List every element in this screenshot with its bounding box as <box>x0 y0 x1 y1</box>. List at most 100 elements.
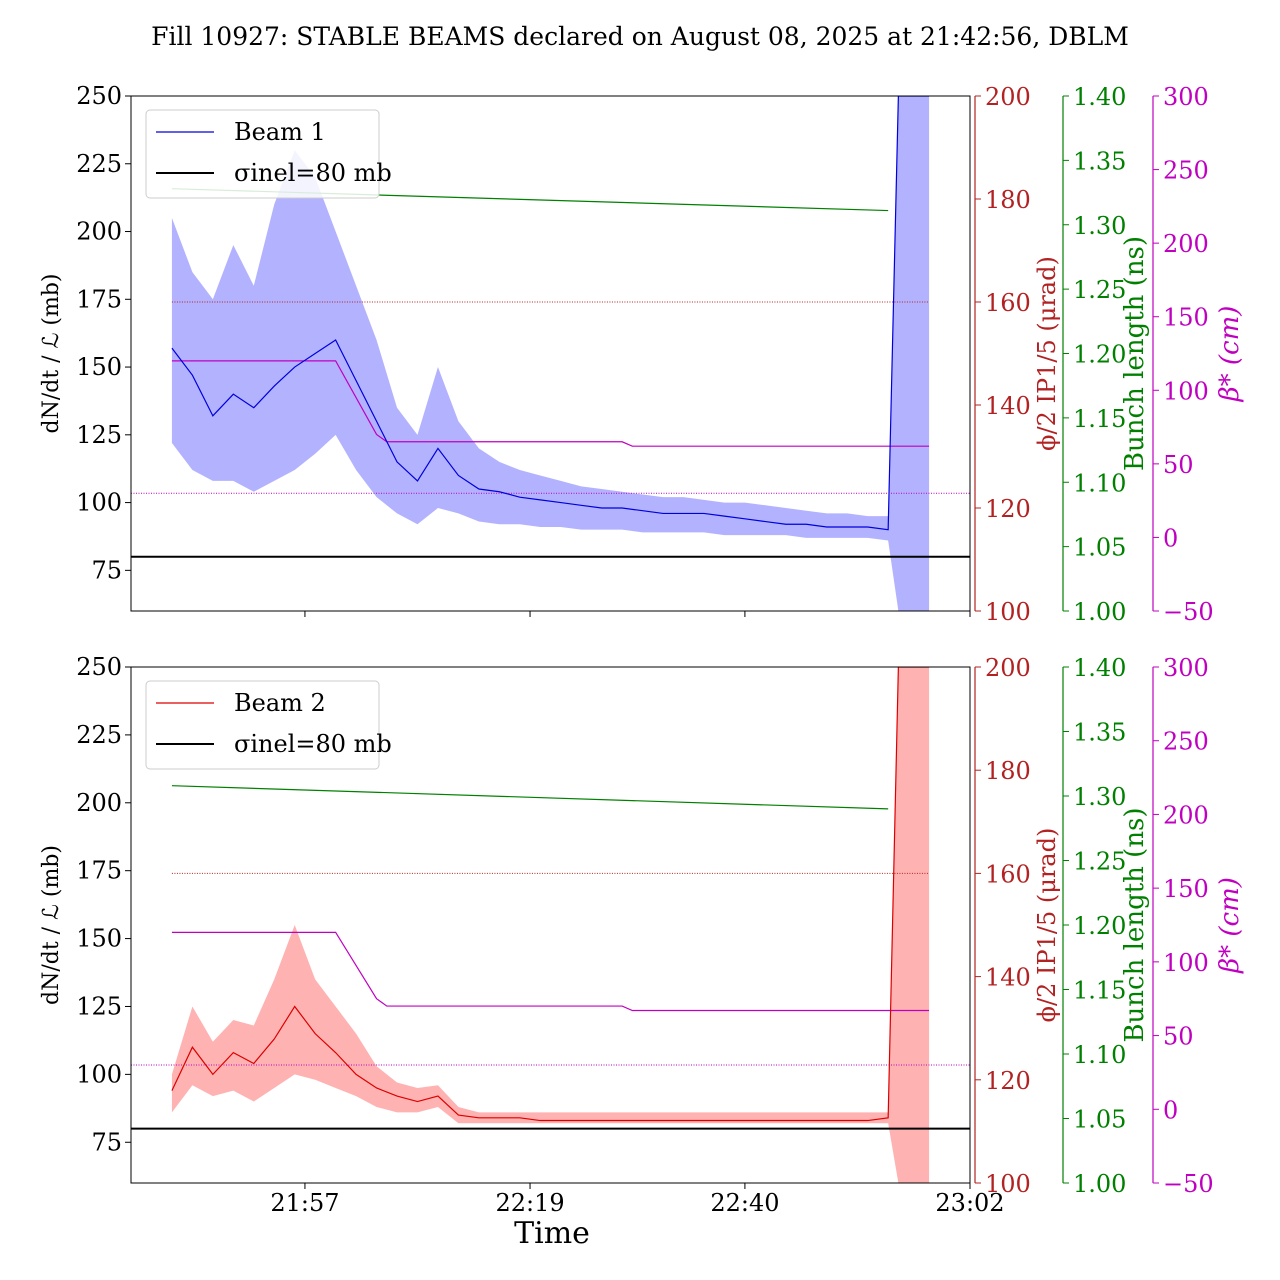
top-left-tick-label: 200 <box>76 218 122 246</box>
bottom-beta-axis-tick-label: 100 <box>1163 949 1209 977</box>
bottom-ylabel-angle: ϕ/2 IP1/5 (μrad) <box>1033 828 1061 1023</box>
top-legend-ref-label: σinel=80 mb <box>234 159 392 187</box>
top-ylabel-angle: ϕ/2 IP1/5 (μrad) <box>1033 256 1061 451</box>
bottom-ylabel-bunch: Bunch length (ns) <box>1120 807 1150 1042</box>
top-angle-axis-tick-label: 140 <box>985 392 1031 420</box>
bottom-clip-group <box>131 667 970 1183</box>
top-angle-axis-tick-label: 200 <box>985 83 1031 111</box>
top-beta-axis-tick-label: 50 <box>1163 451 1194 479</box>
x-tick-label: 23:02 <box>935 1189 1004 1217</box>
top-bunch-axis-tick-label: 1.40 <box>1073 83 1126 111</box>
top-beta-axis-tick-label: −50 <box>1163 598 1214 626</box>
top-bunch-axis-tick-label: 1.35 <box>1073 147 1126 175</box>
top-angle-axis: 100 120 140 160 180 200 <box>974 83 1031 626</box>
top-bunch-axis-tick-label: 1.00 <box>1073 598 1126 626</box>
top-beam-line <box>171 96 930 531</box>
bottom-left-tick-label: 250 <box>76 653 122 681</box>
bottom-bunch-axis-tick-label: 1.00 <box>1073 1170 1126 1198</box>
top-left-tick-label: 225 <box>76 150 122 178</box>
bottom-left-tick-label: 100 <box>76 1060 122 1088</box>
bottom-beam-line <box>171 667 930 1122</box>
bottom-beta-axis-tick-label: 300 <box>1163 654 1209 682</box>
top-beta-axis-tick-label: 200 <box>1163 230 1209 258</box>
top-plot-frame <box>130 95 971 612</box>
bottom-angle-axis-tick-label: 180 <box>985 757 1031 785</box>
bottom-bunch-axis-tick-label: 1.25 <box>1073 848 1126 876</box>
bottom-panel: 75 100 125 150 175 200 225 250 100 120 140 160 180 2… <box>39 653 1245 1217</box>
top-bunch-axis-tick-label: 1.15 <box>1073 405 1126 433</box>
bottom-legend: Beam 2 σinel=80 mb <box>145 680 392 770</box>
bottom-beta-axis-tick-label: 250 <box>1163 728 1209 756</box>
top-angle-axis-tick-label: 100 <box>985 598 1031 626</box>
top-x-ticks <box>304 611 971 617</box>
bottom-left-ticks: 75 100 125 150 175 200 225 250 <box>76 653 131 1156</box>
top-band <box>171 96 930 611</box>
top-angle-axis-tick-label: 160 <box>985 289 1031 317</box>
bottom-legend-beam-label: Beam 2 <box>234 689 326 717</box>
x-tick-label: 22:19 <box>495 1189 564 1217</box>
bottom-bunch-axis-tick-label: 1.05 <box>1073 1106 1126 1134</box>
top-ylabel-left: dN/dt / ℒ (mb) <box>39 273 64 433</box>
bottom-beta-axis-tick-label: 200 <box>1163 801 1209 829</box>
bottom-bunch-axis-tick-label: 1.35 <box>1073 719 1126 747</box>
top-ylabel-beta: β* (cm) <box>1215 306 1245 403</box>
x-tick-label: 22:40 <box>710 1189 779 1217</box>
bottom-angle-axis: 100 120 140 160 180 200 <box>974 654 1031 1198</box>
bottom-left-tick-label: 200 <box>76 789 122 817</box>
bottom-bunch-axis-tick-label: 1.10 <box>1073 1041 1126 1069</box>
bottom-beta-axis-tick-label: 0 <box>1163 1096 1178 1124</box>
top-beta-axis: −50 0 50 100 150 200 250 300 <box>1152 83 1214 626</box>
top-bunch-axis-tick-label: 1.20 <box>1073 341 1126 369</box>
top-left-tick-label: 150 <box>76 353 122 381</box>
bottom-angle-axis-tick-label: 160 <box>985 860 1031 888</box>
bottom-bunch-axis: 1.00 1.05 1.10 1.15 1.20 1.25 1.30 1.35 1.40 <box>1062 654 1126 1198</box>
x-axis-label: Time <box>514 1216 590 1251</box>
bottom-bunch-axis-tick-label: 1.30 <box>1073 783 1126 811</box>
figure-title: Fill 10927: STABLE BEAMS declared on Aug… <box>151 22 1129 51</box>
bottom-x-ticks: 21:57 22:19 22:40 23:02 <box>270 1183 1005 1217</box>
bottom-bunch-line <box>171 785 889 810</box>
top-beta-axis-tick-label: 100 <box>1163 377 1209 405</box>
bottom-beta-line <box>171 931 930 1012</box>
bottom-beta-axis: −50 0 50 100 150 200 250 300 <box>1152 654 1214 1198</box>
top-legend-beam-label: Beam 1 <box>234 118 326 146</box>
bottom-angle-axis-tick-label: 200 <box>985 654 1031 682</box>
top-angle-axis-tick-label: 120 <box>985 495 1031 523</box>
top-legend: Beam 1 σinel=80 mb <box>145 109 392 199</box>
top-angle-axis-tick-label: 180 <box>985 186 1031 214</box>
top-beta-axis-tick-label: 300 <box>1163 83 1209 111</box>
bottom-angle-axis-tick-label: 140 <box>985 964 1031 992</box>
top-bunch-axis-tick-label: 1.05 <box>1073 534 1126 562</box>
bottom-angle-axis-tick-label: 100 <box>985 1170 1031 1198</box>
top-beta-axis-tick-label: 150 <box>1163 304 1209 332</box>
bottom-ylabel-beta: β* (cm) <box>1215 877 1245 974</box>
bottom-bunch-axis-tick-label: 1.15 <box>1073 977 1126 1005</box>
bottom-bunch-axis-tick-label: 1.40 <box>1073 654 1126 682</box>
bottom-beta-axis-tick-label: 50 <box>1163 1023 1194 1051</box>
top-ylabel-bunch: Bunch length (ns) <box>1120 236 1150 471</box>
top-panel: 75 100 125 150 175 200 225 250 100 120 140 160 180 2… <box>39 82 1245 626</box>
top-beta-axis-tick-label: 250 <box>1163 157 1209 185</box>
top-left-tick-label: 100 <box>76 489 122 517</box>
top-left-tick-label: 175 <box>76 285 122 313</box>
bottom-band <box>171 667 930 1183</box>
bottom-left-tick-label: 150 <box>76 925 122 953</box>
bottom-plot-frame <box>130 666 971 1184</box>
top-left-tick-label: 250 <box>76 82 122 110</box>
top-bunch-axis-tick-label: 1.10 <box>1073 469 1126 497</box>
bottom-ylabel-left: dN/dt / ℒ (mb) <box>39 845 64 1005</box>
bottom-angle-axis-tick-label: 120 <box>985 1067 1031 1095</box>
top-left-ticks: 75 100 125 150 175 200 225 250 <box>76 82 131 584</box>
bottom-legend-ref-label: σinel=80 mb <box>234 730 392 758</box>
top-left-tick-label: 125 <box>76 421 122 449</box>
top-bunch-axis-tick-label: 1.30 <box>1073 212 1126 240</box>
bottom-left-tick-label: 225 <box>76 721 122 749</box>
bottom-left-tick-label: 125 <box>76 992 122 1020</box>
bottom-left-tick-label: 75 <box>91 1128 122 1156</box>
bottom-beta-axis-tick-label: 150 <box>1163 875 1209 903</box>
bottom-beta-axis-tick-label: −50 <box>1163 1170 1214 1198</box>
top-clip-group <box>131 96 970 611</box>
bottom-left-tick-label: 175 <box>76 857 122 885</box>
top-beta-axis-tick-label: 0 <box>1163 524 1178 552</box>
